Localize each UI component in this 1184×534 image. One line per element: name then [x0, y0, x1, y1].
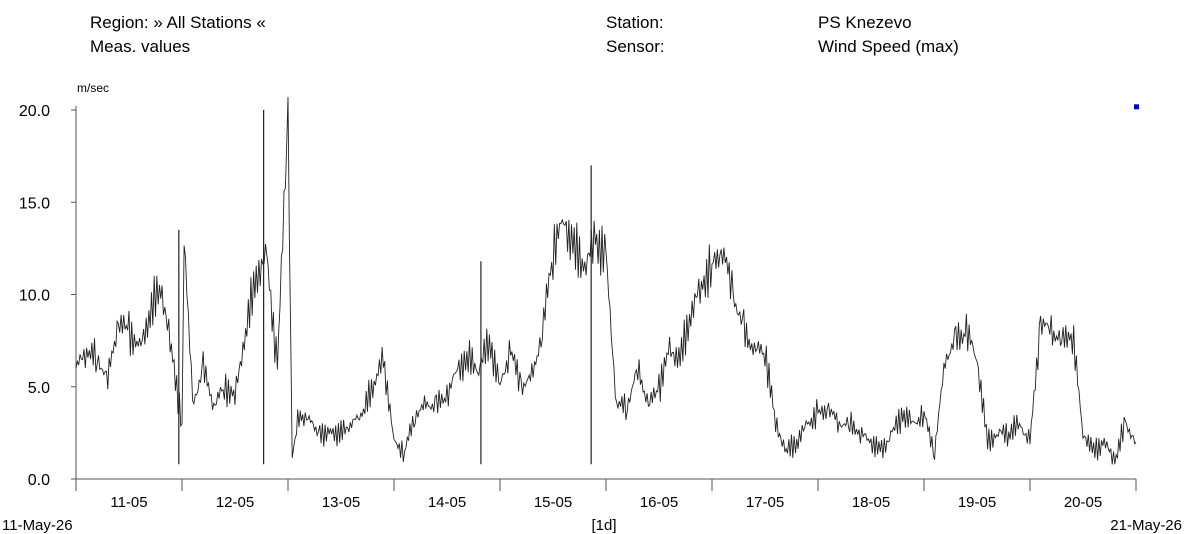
- x-tick-label: 17-05: [746, 494, 784, 511]
- region-label: Region: » All Stations «: [90, 13, 266, 32]
- sensor-label: Sensor:: [606, 37, 665, 56]
- x-tick-label: 14-05: [428, 494, 466, 511]
- x-start-date-label: 11-May-26: [2, 517, 73, 534]
- y-tick-label: 0.0: [28, 472, 50, 489]
- x-tick-label: 19-05: [958, 494, 996, 511]
- y-tick-label: 10.0: [19, 288, 50, 305]
- station-label: Station:: [606, 13, 664, 32]
- y-tick-label: 15.0: [19, 195, 50, 212]
- latest-value-marker: [1134, 104, 1139, 110]
- sensor-value: Wind Speed (max): [818, 37, 959, 56]
- values-type-label: Meas. values: [90, 37, 191, 56]
- x-interval-label: [1d]: [591, 517, 616, 534]
- x-tick-label: 13-05: [322, 494, 360, 511]
- y-tick-label: 5.0: [28, 380, 50, 397]
- x-tick-label: 15-05: [534, 494, 572, 511]
- x-end-date-label: 21-May-26: [1110, 517, 1182, 534]
- wind-speed-line: [75, 96, 1137, 465]
- y-tick-label: 20.0: [19, 103, 50, 120]
- station-value: PS Knezevo: [818, 13, 912, 32]
- x-tick-label: 12-05: [216, 494, 254, 511]
- x-tick-label: 11-05: [110, 494, 147, 511]
- x-tick-label: 20-05: [1064, 494, 1102, 511]
- y-axis-unit-label: m/sec: [77, 81, 109, 95]
- x-tick-label: 18-05: [852, 494, 890, 511]
- x-tick-label: 16-05: [640, 494, 678, 511]
